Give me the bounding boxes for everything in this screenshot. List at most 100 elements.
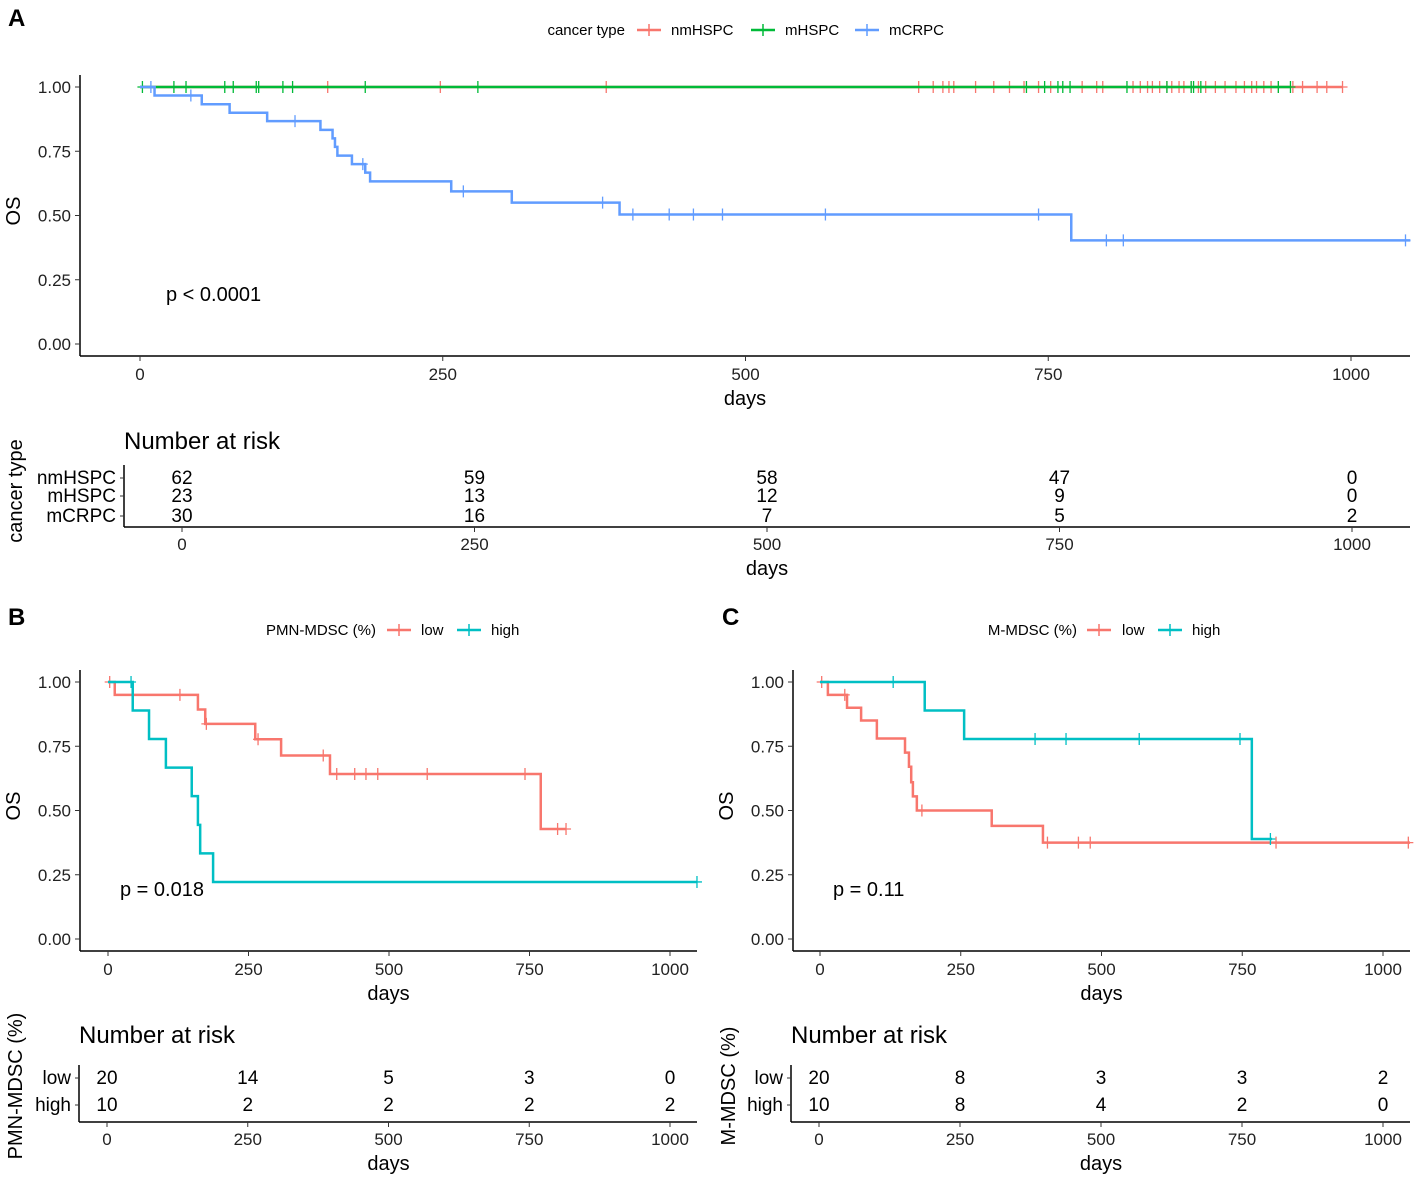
censor-mark-high [691, 875, 702, 888]
risk-x-tick-label: 1000 [651, 1130, 689, 1149]
censor-mark-mCRPC [688, 208, 699, 221]
censor-mark-low [520, 768, 531, 781]
y-tick-label: 0.00 [38, 930, 71, 949]
censor-mark-high [1235, 733, 1245, 746]
risk-table-title: Number at risk [791, 1022, 948, 1049]
censor-mark-mCRPC [820, 208, 831, 221]
risk-count: 2 [1237, 1095, 1248, 1116]
censor-mark-mHSPC [1161, 81, 1172, 93]
y-tick-label: 0.00 [38, 335, 71, 354]
censor-mark-high [126, 676, 137, 688]
censor-mark-mHSPC [472, 81, 483, 93]
censor-mark-low [318, 749, 329, 762]
risk-row-label: low [42, 1068, 71, 1089]
p-value: p = 0.018 [120, 879, 204, 901]
censor-mark-mHSPC [1121, 81, 1132, 93]
risk-x-tick-label: 500 [374, 1130, 402, 1149]
censor-mark-mCRPC [717, 208, 728, 221]
censor-mark-low [422, 768, 433, 781]
risk-count: 2 [1347, 506, 1358, 527]
risk-count: 14 [237, 1068, 259, 1089]
censor-mark-low [1403, 836, 1414, 849]
risk-count: 47 [1049, 468, 1070, 489]
risk-x-tick-label: 750 [1045, 535, 1073, 554]
censor-mark-mCRPC [290, 115, 301, 128]
censor-mark-mHSPC [168, 81, 179, 93]
risk-count: 20 [808, 1068, 829, 1089]
censor-mark-mCRPC [458, 185, 469, 198]
censor-mark-low [916, 804, 927, 817]
x-tick-label: 1000 [651, 960, 689, 979]
censor-mark-nmHSPC [1312, 81, 1323, 93]
censor-mark-mHSPC [1065, 81, 1076, 93]
censor-mark-mCRPC [1118, 234, 1129, 247]
censor-mark-mHSPC [1039, 81, 1050, 93]
censor-mark-mCRPC [145, 81, 156, 93]
risk-count: 3 [1096, 1068, 1107, 1089]
censor-mark-high [1134, 733, 1145, 746]
risk-x-tick-label: 750 [1228, 1130, 1256, 1149]
risk-count: 2 [383, 1095, 394, 1116]
risk-x-tick-label: 500 [1087, 1130, 1115, 1149]
risk-count: 2 [242, 1095, 253, 1116]
legend-label-high: high [491, 622, 519, 639]
y-axis-label: OS [3, 792, 25, 821]
censor-mark-mCRPC [185, 89, 196, 102]
risk-row-label: nmHSPC [37, 468, 116, 489]
risk-count: 16 [464, 506, 485, 527]
risk-count: 12 [756, 486, 777, 507]
censor-mark-mHSPC [1285, 81, 1296, 93]
risk-count: 7 [762, 506, 773, 527]
risk-count: 8 [955, 1068, 966, 1089]
legend-title: cancer type [547, 22, 625, 39]
x-tick-label: 0 [815, 960, 824, 979]
risk-x-tick-label: 250 [460, 535, 488, 554]
x-tick-label: 250 [947, 960, 975, 979]
x-tick-label: 500 [731, 365, 759, 384]
censor-mark-low [1042, 836, 1053, 849]
risk-x-axis-label: days [367, 1153, 409, 1175]
y-tick-label: 0.25 [751, 866, 784, 885]
censor-mark-low [253, 733, 264, 746]
km-curve-low [108, 680, 567, 831]
km-curve-low [820, 680, 1411, 844]
km-curve-mCRPC [140, 85, 1411, 242]
censor-mark-mHSPC [253, 81, 264, 93]
x-tick-label: 250 [234, 960, 262, 979]
risk-count: 10 [96, 1095, 117, 1116]
risk-count: 0 [1347, 468, 1358, 489]
y-tick-label: 0.75 [38, 737, 71, 756]
censor-mark-high [1061, 733, 1072, 746]
censor-mark-mCRPC [1101, 234, 1112, 247]
x-tick-label: 1000 [1332, 365, 1370, 384]
risk-row-label: low [754, 1068, 783, 1089]
censor-mark-low [372, 768, 383, 781]
risk-x-axis-label: days [746, 558, 788, 580]
risk-row-label: high [747, 1095, 783, 1116]
risk-count: 4 [1096, 1095, 1107, 1116]
y-tick-label: 1.00 [38, 78, 71, 97]
x-axis-label: days [367, 983, 409, 1005]
x-tick-label: 500 [375, 960, 403, 979]
risk-row-label: mHSPC [47, 486, 116, 507]
y-tick-label: 0.25 [38, 866, 71, 885]
risk-count: 8 [955, 1095, 966, 1116]
x-tick-label: 250 [429, 365, 457, 384]
risk-count: 58 [756, 468, 777, 489]
y-tick-label: 1.00 [751, 673, 784, 692]
risk-count: 0 [665, 1068, 676, 1089]
risk-count: 0 [1378, 1095, 1389, 1116]
p-value: p < 0.0001 [166, 284, 261, 306]
censor-mark-mHSPC [219, 81, 230, 93]
risk-count: 13 [464, 486, 485, 507]
risk-x-tick-label: 750 [515, 1130, 543, 1149]
x-axis-label: days [1080, 983, 1122, 1005]
x-axis-label: days [724, 388, 766, 410]
censor-mark-mHSPC [1021, 81, 1032, 93]
censor-mark-mCRPC [597, 196, 608, 209]
risk-count: 2 [524, 1095, 535, 1116]
risk-x-axis-label: days [1080, 1153, 1122, 1175]
x-tick-label: 500 [1087, 960, 1115, 979]
risk-x-tick-label: 250 [946, 1130, 974, 1149]
y-tick-label: 0.75 [38, 142, 71, 161]
